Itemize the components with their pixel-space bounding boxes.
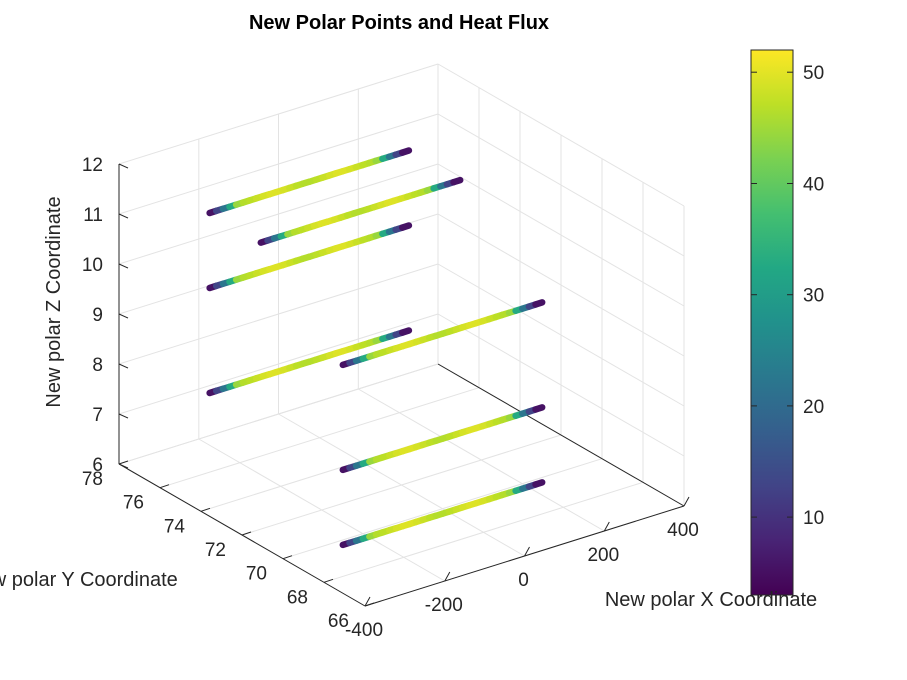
segment-point [532,479,546,488]
segment-point [532,299,546,308]
z-tick-mark [118,213,129,219]
grid-line [118,63,439,165]
y-tick-mark [241,531,252,536]
floor-edge [437,363,685,507]
x-tick-label: 0 [518,570,529,591]
y-tick-label: 70 [246,564,267,585]
x-tick-mark [603,521,610,532]
x-tick-mark [364,596,371,607]
z-tick-mark [118,363,129,369]
colorbar-tick-label: 10 [803,508,824,529]
x-axis-label: New polar X Coordinate [605,589,817,611]
y-tick-mark [159,484,170,489]
segment-point [399,327,413,336]
z-tick-mark [118,163,129,169]
y-axis-label: New polar Y Coordinate [0,569,178,591]
y-tick-mark [282,555,293,560]
grid-line [118,113,439,215]
colorbar-tick-label: 50 [803,63,824,84]
z-tick-mark [118,413,129,419]
grid-line [282,458,603,560]
grid-line [323,481,644,583]
y-tick-label: 78 [82,469,103,490]
chart-title: New Polar Points and Heat Flux [249,12,549,34]
z-tick-mark [118,313,129,319]
y-tick-label: 66 [328,611,349,632]
segment-point [450,176,464,186]
colorbar-tick-label: 40 [803,175,824,196]
grid-line [118,313,439,415]
grid-line [437,213,685,357]
x-tick-label: 400 [667,520,699,541]
x-tick-label: -200 [425,595,463,616]
segment-5 [206,327,413,397]
grid-line [437,163,685,307]
y-tick-mark [364,602,375,607]
y-tick-mark [118,460,129,465]
grid-line [159,387,480,489]
z-tick-label: 7 [92,405,103,426]
grid-line [437,313,685,457]
z-tick-label: 11 [83,205,103,226]
segment-6 [339,404,546,474]
x-tick-mark [444,571,451,582]
segment-point [399,147,413,156]
colorbar: 10 20 30 40 50 [750,49,824,596]
grid-line [118,163,439,265]
y-tick-label: 76 [123,493,144,514]
grid-line [437,263,685,407]
colorbar-tick-label: 30 [803,286,824,307]
z-tick-label: 12 [82,155,103,176]
x-tick-mark [683,496,690,507]
segment-1 [206,147,413,217]
y-tick-label: 74 [164,516,186,537]
z-tick-label: 8 [92,355,103,376]
z-tick-label: 9 [92,305,103,326]
x-tick-mark [524,546,530,557]
segment-4 [339,299,546,369]
y-tick-label: 72 [205,540,226,561]
segment-7 [339,479,546,549]
x-tick-label: 200 [587,545,619,566]
segment-point [532,404,546,413]
z-tick-mark [118,463,129,469]
data-segments [206,147,546,549]
segment-point [399,222,413,231]
y-tick-label: 68 [287,587,308,608]
x-tick-label: -400 [345,620,383,641]
grid-line [437,63,685,207]
z-tick-label: 6 [92,455,103,476]
colorbar-tick-label: 20 [803,397,824,418]
grid-line [437,113,685,257]
segment-2 [257,176,464,246]
colorbar-gradient [750,49,794,596]
y-tick-mark [323,578,334,583]
z-axis-label: New polar Z Coordinate [43,196,65,407]
segment-3 [206,222,413,292]
grid-line [118,263,439,365]
y-tick-mark [200,507,211,512]
z-tick-mark [118,263,129,269]
grid-line [118,363,439,465]
grid-line [241,434,562,536]
z-tick-label: 10 [82,255,103,276]
